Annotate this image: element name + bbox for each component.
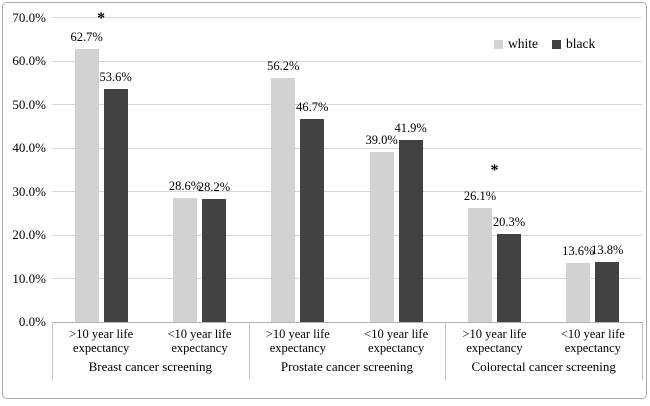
legend-item-black: black (552, 36, 595, 52)
bar-value-label: 26.1% (463, 189, 497, 204)
y-axis-tick-label: 70.0% (12, 9, 46, 25)
bar-white (468, 208, 492, 322)
bar-value-label: 39.0% (365, 133, 398, 148)
legend-item-white: white (494, 36, 538, 52)
axis-group-divider (248, 322, 250, 380)
category-tick-label: >10 year life expectancy (69, 327, 134, 355)
legend-label-white: white (508, 36, 538, 51)
legend-label-black: black (566, 36, 596, 51)
y-axis-tick-label: 60.0% (12, 53, 46, 68)
legend-swatch-white (494, 39, 503, 49)
bar-value-label: 41.9% (394, 120, 427, 135)
bar-white (173, 197, 197, 322)
legend-swatch-black (552, 39, 561, 49)
gridline (52, 60, 642, 62)
category-tick-label: >10 year life expectancy (265, 327, 330, 355)
bar-black (202, 199, 226, 322)
bar-black (103, 88, 128, 322)
group-axis-label: Prostate cancer screening (280, 359, 414, 374)
axis-group-divider (642, 322, 643, 380)
bar-white (369, 152, 394, 322)
gridline (52, 104, 642, 105)
group-axis-label: Breast cancer screening (88, 359, 213, 374)
bar-black (398, 139, 423, 322)
gridline (52, 191, 642, 192)
y-axis-tick-label: 50.0% (12, 96, 46, 112)
significance-asterisk: * (490, 161, 499, 179)
significance-asterisk: * (97, 9, 106, 27)
group-axis-label: Colorectal cancer screening (471, 359, 616, 374)
category-tick-label: <10 year life expectancy (167, 327, 232, 355)
gridline (52, 234, 642, 236)
axis-group-divider (52, 322, 53, 380)
bar-value-label: 20.3% (492, 214, 526, 229)
bar-value-label: 62.7% (70, 30, 103, 45)
bar-black (595, 261, 620, 322)
bar-value-label: 56.2% (267, 58, 300, 73)
bar-value-label: 53.6% (99, 69, 132, 84)
y-axis-tick-label: 0.0% (18, 314, 46, 329)
y-axis-tick-label: 30.0% (12, 183, 46, 199)
bar-black (300, 118, 325, 322)
bar-value-label: 46.7% (296, 99, 329, 114)
axis-group-divider (445, 322, 447, 380)
x-axis-line (52, 321, 642, 323)
bar-black (497, 233, 521, 322)
chart-legend: white black (494, 36, 595, 52)
gridline (52, 278, 642, 279)
bar-value-label: 13.6% (562, 243, 595, 258)
category-tick-label: <10 year life expectancy (560, 327, 625, 355)
y-axis-tick-label: 20.0% (12, 227, 46, 242)
bar-value-label: 28.2% (197, 180, 231, 195)
gridline (52, 17, 642, 18)
category-tick-label: <10 year life expectancy (364, 327, 429, 355)
y-axis-tick-label: 10.0% (12, 270, 46, 286)
bar-value-label: 13.8% (591, 242, 624, 257)
y-axis-tick-label: 40.0% (12, 140, 46, 155)
bar-white (566, 262, 591, 322)
bar-value-label: 28.6% (168, 178, 202, 193)
category-tick-label: >10 year life expectancy (462, 327, 527, 355)
bar-white (271, 77, 296, 322)
gridline (52, 147, 642, 149)
chart-outer-border (2, 2, 647, 399)
bar-white (74, 49, 99, 322)
